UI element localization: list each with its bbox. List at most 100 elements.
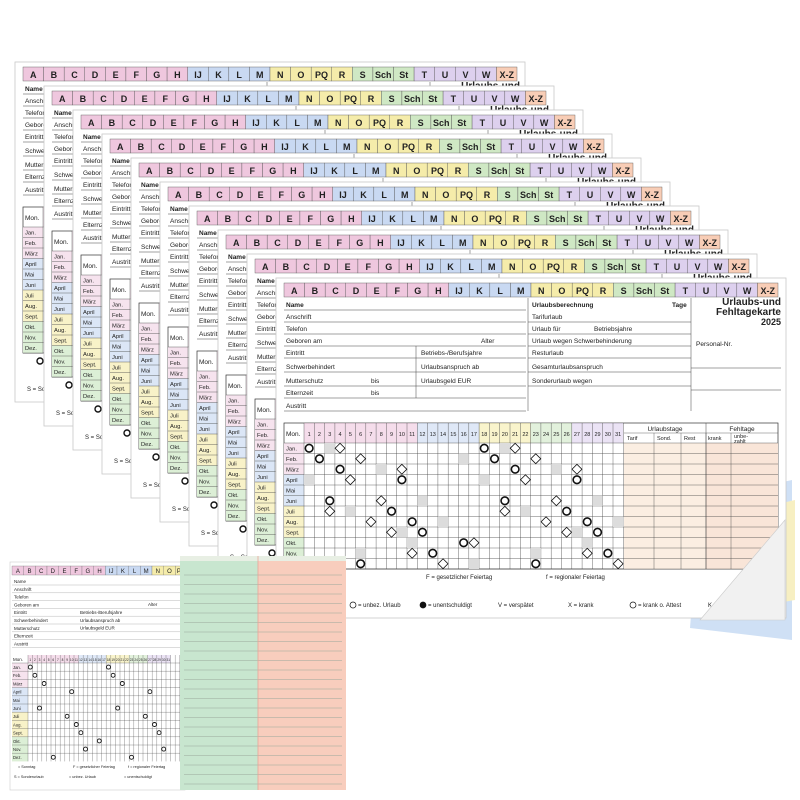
- field-label: Name: [25, 86, 43, 93]
- sunday-mark: [325, 496, 335, 506]
- month-cell: [168, 368, 188, 379]
- day-header: [32, 655, 38, 663]
- field-label: Austritt: [25, 187, 45, 194]
- pad-top: [180, 556, 346, 561]
- sunday-mark: [152, 722, 157, 727]
- sunday-mark: [147, 689, 153, 695]
- tab-label: A: [88, 118, 95, 128]
- holiday-mark: [571, 463, 583, 475]
- month-label: Okt.: [13, 739, 21, 744]
- month-cell: [168, 399, 188, 410]
- month-cell: [52, 303, 72, 314]
- tab-label: Sch: [404, 94, 421, 104]
- day-header: [106, 655, 111, 663]
- field-label: Anschrift: [112, 170, 137, 177]
- tab-label: X-Z: [557, 118, 572, 128]
- day-header: [602, 423, 613, 443]
- tab-label: B: [167, 166, 174, 176]
- field-label: Geboren am: [228, 290, 264, 297]
- weekend-shade: [479, 474, 490, 485]
- sunday-mark: [397, 475, 407, 485]
- tab-label: K: [476, 286, 483, 296]
- legend-text: X = krank: [568, 603, 595, 609]
- tab: [641, 186, 663, 202]
- holiday-mark: [509, 442, 521, 454]
- field-label: Austritt: [286, 403, 306, 410]
- field-label: Telefon: [199, 254, 220, 261]
- month-label: Juli: [112, 366, 121, 372]
- pad-pink: [258, 556, 346, 790]
- tab-label: D: [324, 262, 331, 272]
- month-label: Mai: [13, 698, 20, 703]
- tab-label: V: [550, 142, 556, 152]
- holiday-mark: [530, 453, 542, 465]
- tab-label: M: [314, 118, 322, 128]
- legend-text: = unbez. Urlaub: [69, 775, 96, 779]
- weekend-shade: [376, 464, 387, 475]
- tab-label: IJ: [281, 142, 289, 152]
- tab-label: N: [335, 118, 342, 128]
- tab-label: PQ: [315, 70, 328, 80]
- tab-label: U: [674, 262, 681, 272]
- sunday-mark: [83, 746, 88, 752]
- month-cell: [81, 306, 101, 317]
- tab-label: N: [277, 70, 284, 80]
- field-label: Sonderurlaub wegen: [532, 378, 592, 385]
- day-number: 17: [471, 432, 477, 438]
- sunday-mark: [510, 464, 520, 474]
- month-label: Sept.: [170, 435, 184, 441]
- legend-icon: [349, 601, 357, 609]
- tab-label: T: [538, 166, 544, 176]
- tally-cell: [706, 443, 778, 454]
- sunday-mark: [32, 672, 38, 678]
- day-number: 11: [75, 658, 79, 662]
- day-number: 27: [574, 432, 580, 438]
- month-label: Sept.: [13, 731, 23, 736]
- tab-label: M: [517, 286, 525, 296]
- month-cell: [139, 375, 159, 386]
- field-label: Betriebs-/Berufsjahre: [80, 610, 123, 615]
- month-cell: [139, 438, 159, 449]
- tab-label: X-Z: [615, 166, 630, 176]
- tab-label: N: [156, 569, 160, 575]
- field-label: Resturlaub: [532, 350, 564, 357]
- field-label: Name: [112, 158, 130, 165]
- tab-label: S: [360, 70, 366, 80]
- month-cell: [12, 671, 28, 680]
- month-label: Dez.: [13, 755, 22, 760]
- tab-label: D: [121, 94, 128, 104]
- month-label: Feb.: [54, 265, 66, 271]
- month-cell: [139, 323, 159, 334]
- day-header: [324, 423, 335, 443]
- tab-label: A: [175, 190, 182, 200]
- month-label: Okt.: [83, 373, 94, 379]
- month-cell: [139, 407, 159, 418]
- month-cell: [110, 404, 130, 415]
- field-label: Elternzeit: [25, 174, 52, 181]
- tab-label: IJ: [109, 569, 114, 575]
- day-number: 28: [153, 658, 157, 662]
- month-label: Juni: [54, 307, 65, 313]
- day-header: [540, 423, 552, 443]
- day-number: 13: [84, 658, 88, 662]
- tab-label: R: [426, 142, 433, 152]
- month-label: Feb.: [83, 289, 95, 295]
- field-label: Telefon: [54, 134, 75, 141]
- month-label: Okt.: [25, 325, 36, 331]
- month-cell: [12, 745, 28, 754]
- tab: [496, 66, 518, 82]
- tab-label: IJ: [310, 166, 318, 176]
- month-cell: [226, 500, 246, 511]
- tab-label: S: [621, 286, 627, 296]
- tab-label: G: [298, 190, 305, 200]
- day-number: 10: [399, 432, 405, 438]
- field-label: Eintritt: [14, 610, 28, 615]
- tab-label: K: [273, 118, 280, 128]
- field-label: Anschrift: [170, 218, 195, 225]
- field-label: Geboren am: [14, 602, 39, 607]
- month-label: Sept.: [199, 459, 213, 465]
- month-label: Nov.: [286, 552, 298, 558]
- month-cell: [168, 431, 188, 442]
- month-label: Okt.: [199, 469, 210, 475]
- month-cell: [23, 227, 43, 238]
